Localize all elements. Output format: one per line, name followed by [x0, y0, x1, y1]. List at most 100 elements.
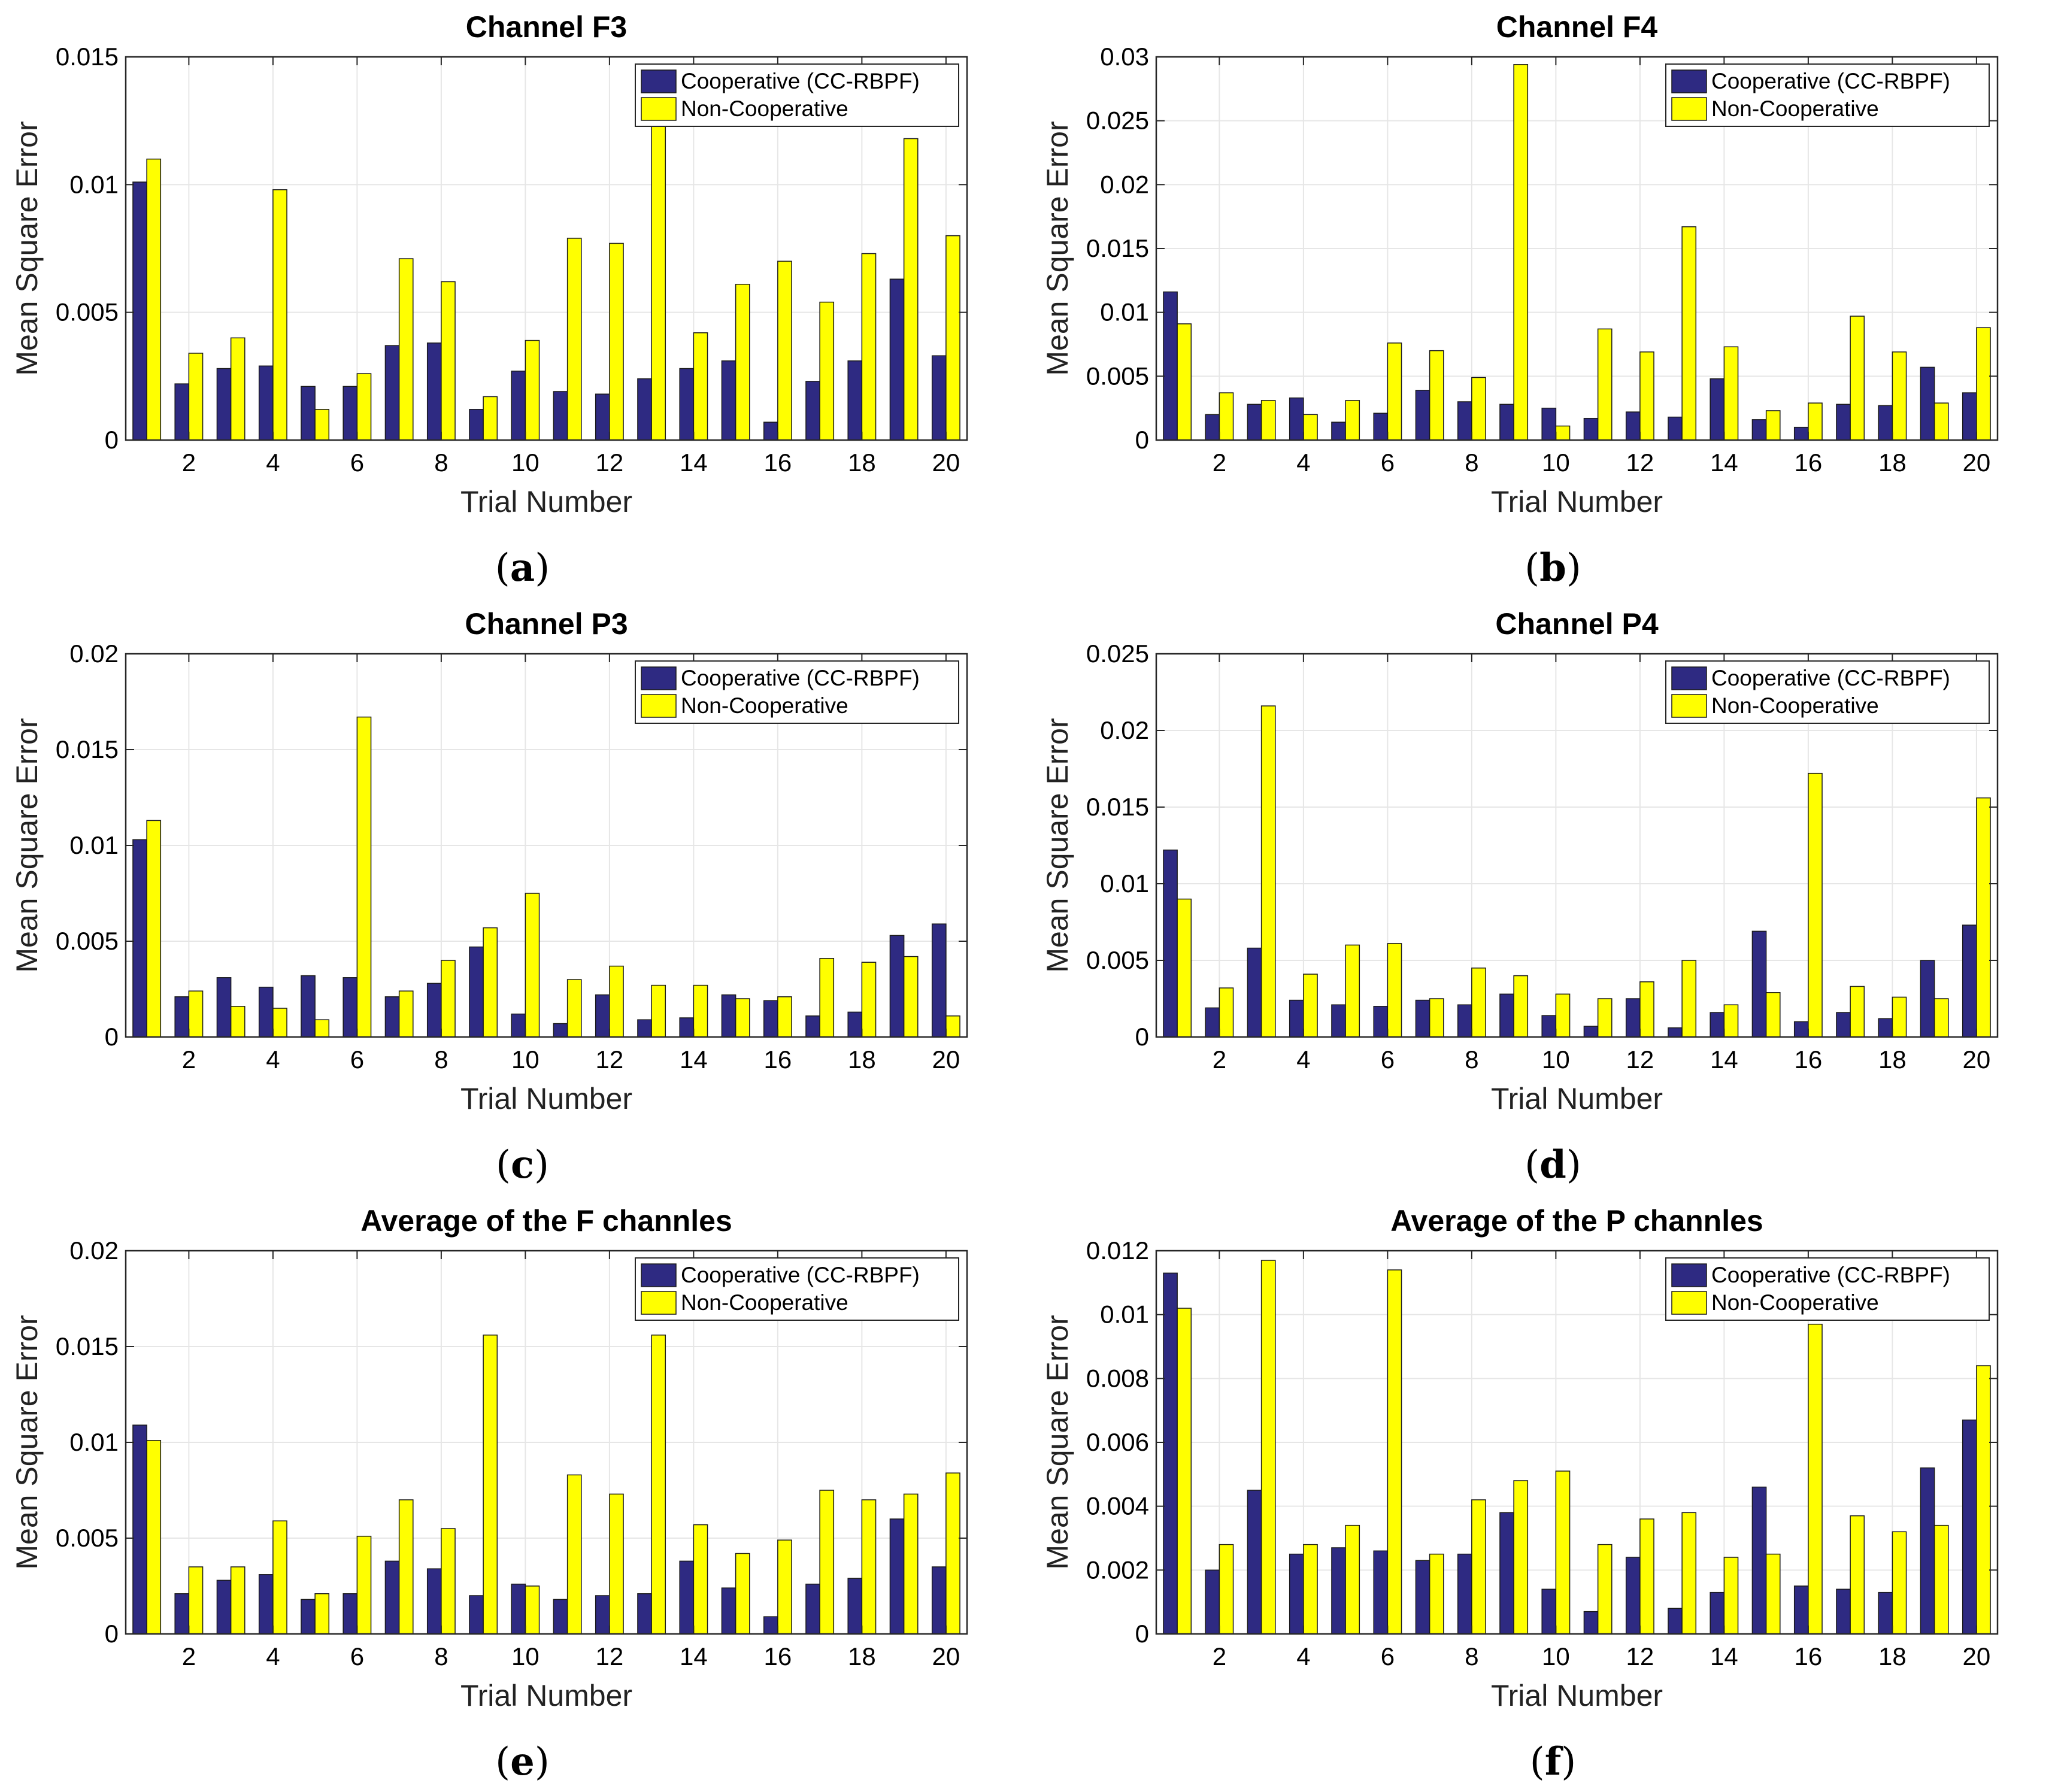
chart-svg: Channel P4 0 0.005 0.01 0.015 0.02 0.025 2 4 6 8 10…	[1041, 607, 1999, 1187]
bar	[1710, 1012, 1725, 1038]
bar	[1373, 413, 1389, 441]
caption-paren-open: (	[1524, 546, 1539, 590]
bar	[1878, 1591, 1893, 1635]
bar	[1289, 1553, 1304, 1635]
bar	[777, 996, 792, 1038]
x-axis-label: Trial Number	[1491, 1082, 1663, 1115]
legend-swatch-0	[1671, 69, 1707, 93]
panel-f-average-p: Average of the P channles 0 0.002 0.004 0.00…	[1030, 1194, 2061, 1791]
x-tick-label: 6	[1381, 1642, 1395, 1670]
caption-paren-open: (	[495, 546, 510, 590]
bar	[272, 189, 287, 441]
y-tick-label: 0	[1135, 1620, 1149, 1648]
x-axis-label: Trial Number	[1491, 485, 1663, 519]
x-tick-label: 2	[182, 1045, 196, 1074]
y-tick-label: 0.025	[1086, 107, 1149, 135]
legend-label-1: Non-Cooperative	[681, 1290, 848, 1315]
y-tick-label: 0.006	[1086, 1428, 1149, 1456]
bars	[1163, 64, 1991, 441]
bar	[1878, 1018, 1893, 1038]
caption-paren-open: (	[496, 1143, 511, 1187]
y-tick-label: 0.02	[1100, 716, 1149, 744]
x-tick-label: 10	[511, 448, 540, 477]
bar	[426, 983, 442, 1038]
bar	[1793, 1021, 1809, 1038]
bar	[903, 138, 919, 441]
bar	[693, 332, 708, 441]
bars	[1163, 1260, 1991, 1635]
series-0	[1163, 291, 1977, 441]
legend-swatch-0	[641, 69, 677, 93]
x-tick-label: 8	[1465, 1642, 1478, 1670]
panel-b-channel-f4: Channel F4 0 0.005 0.01 0.015 0.02 0.025 0.03 2 4…	[1030, 0, 2061, 597]
legend-swatch-0	[1671, 666, 1707, 690]
chart-title: Average of the P channles	[1390, 1204, 1763, 1238]
bar	[1765, 992, 1781, 1038]
y-tick-label: 0	[1135, 426, 1149, 454]
bar	[1205, 1569, 1220, 1635]
bar	[469, 946, 484, 1038]
x-tick-label: 10	[1542, 448, 1570, 477]
x-tick-label: 2	[182, 1642, 196, 1670]
bar	[1429, 1553, 1444, 1635]
bar	[174, 1593, 190, 1635]
y-tick-label: 0.005	[1086, 946, 1149, 974]
y-tick-label: 0.015	[56, 735, 119, 763]
legend: Cooperative (CC-RBPF) Non-Cooperative	[1665, 1257, 1990, 1321]
x-tick-label: 4	[266, 448, 280, 477]
bar	[553, 391, 568, 441]
bar	[1247, 1490, 1262, 1635]
bar	[735, 1553, 750, 1635]
y-tick-label: 0.01	[69, 1428, 119, 1456]
x-axis: 2 4 6 8 10 12 14 16 18 20	[1213, 1251, 1990, 1670]
bar	[216, 368, 232, 441]
bar	[1793, 426, 1809, 441]
bar	[1920, 960, 1935, 1038]
x-axis-label: Trial Number	[460, 1082, 632, 1115]
x-tick-label: 8	[1465, 1045, 1478, 1074]
bar	[1289, 999, 1304, 1038]
bar	[903, 956, 919, 1038]
x-tick-label: 12	[596, 448, 624, 477]
bar	[1793, 1585, 1809, 1635]
caption-paren-open: (	[495, 1740, 510, 1784]
bar	[1555, 425, 1571, 441]
bar	[763, 1000, 778, 1038]
bar	[1289, 397, 1304, 441]
bar	[1513, 975, 1529, 1038]
y-tick-label: 0.005	[56, 927, 119, 955]
bar	[1499, 1512, 1514, 1635]
bar	[1260, 1260, 1276, 1635]
bar	[945, 1015, 960, 1038]
bar	[1933, 1524, 1949, 1635]
bar	[819, 1490, 835, 1635]
caption-paren-open: (	[1530, 1740, 1545, 1784]
series-1	[1177, 64, 1991, 441]
x-tick-label: 18	[848, 1642, 876, 1670]
caption-paren-close: )	[1566, 546, 1581, 590]
series-1	[1177, 705, 1991, 1038]
bar	[861, 253, 877, 441]
axes-box	[1155, 653, 1999, 1038]
bar	[1625, 998, 1641, 1038]
bar	[847, 1011, 863, 1038]
bar	[903, 1493, 919, 1635]
legend-swatch-1	[641, 694, 677, 718]
bar	[1723, 1557, 1739, 1635]
bar	[1247, 404, 1262, 441]
bar	[847, 360, 863, 441]
bar	[1555, 993, 1571, 1038]
bar	[1850, 1515, 1865, 1635]
bar	[384, 996, 400, 1038]
bar	[1205, 1007, 1220, 1038]
bar	[483, 1335, 498, 1635]
bar	[1163, 291, 1178, 441]
bar	[1471, 968, 1486, 1038]
x-axis: 2 4 6 8 10 12 14 16 18 20	[1213, 654, 1990, 1074]
x-tick-label: 20	[1963, 448, 1991, 477]
bar	[132, 181, 147, 441]
y-tick-label: 0.01	[1100, 869, 1149, 897]
x-tick-label: 14	[680, 448, 708, 477]
legend-box	[635, 63, 959, 127]
bar	[1710, 1591, 1725, 1635]
